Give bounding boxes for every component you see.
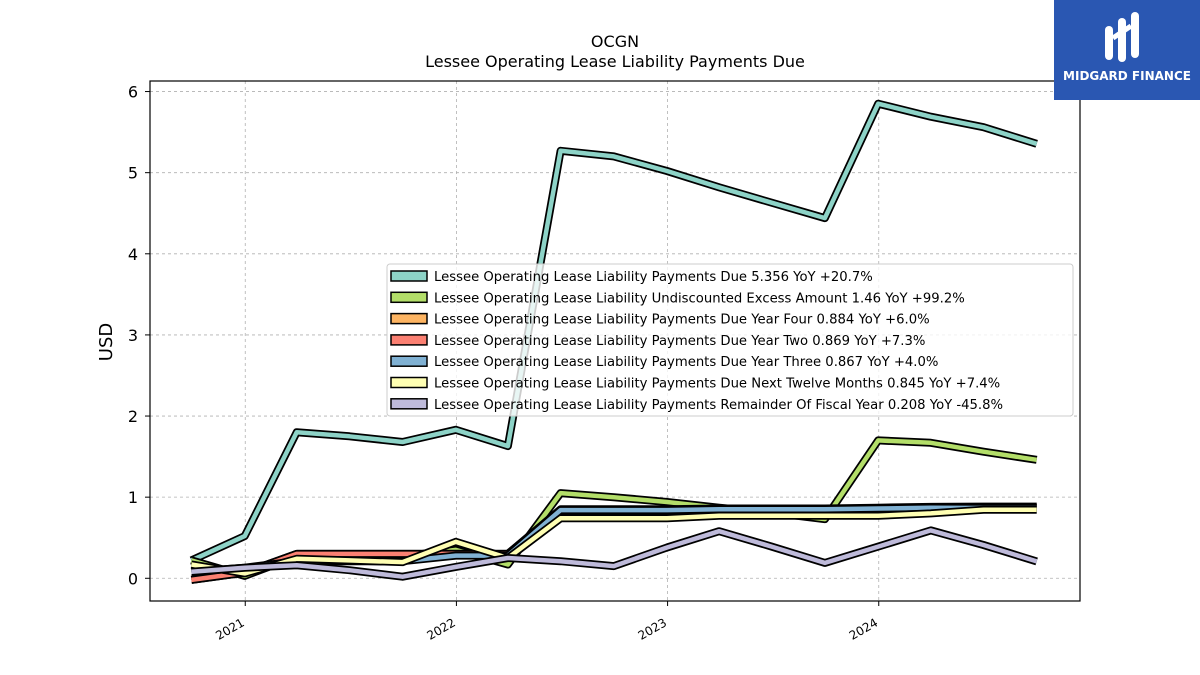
series-stroke — [190, 101, 1038, 563]
x-axis-ticks: 2021 2022 2023 2024 — [213, 601, 880, 643]
legend-entry: Lessee Operating Lease Liability Payment… — [434, 313, 930, 328]
x-tick-label: 2022 — [424, 615, 457, 642]
series-stroke — [191, 528, 1038, 579]
y-tick-label: 4 — [128, 245, 138, 264]
legend-swatch — [390, 291, 428, 304]
legend: Lessee Operating Lease Liability Payment… — [386, 263, 1074, 417]
y-tick-label: 1 — [128, 488, 138, 507]
chart-subtitle: Lessee Operating Lease Liability Payment… — [425, 52, 805, 71]
x-tick-label: 2021 — [213, 615, 246, 642]
legend-swatch — [390, 355, 428, 367]
series-stroke — [191, 507, 1037, 576]
legend-entry: Lessee Operating Lease Liability Undisco… — [434, 291, 965, 306]
y-tick-label: 2 — [128, 407, 138, 426]
y-tick-label: 3 — [128, 326, 138, 345]
legend-entry: Lessee Operating Lease Liability Payment… — [434, 355, 938, 370]
series-line-6 — [190, 505, 1037, 578]
series-line-1 — [189, 99, 1038, 565]
legend-entry: Lessee Operating Lease Liability Payment… — [434, 270, 873, 285]
series-line-7 — [191, 526, 1038, 581]
legend-box — [386, 263, 1074, 417]
x-tick-label: 2024 — [847, 615, 880, 642]
brand-name: MIDGARD FINANCE — [1063, 69, 1191, 83]
legend-entry: Lessee Operating Lease Liability Payment… — [434, 377, 1000, 392]
legend-entry: Lessee Operating Lease Liability Payment… — [434, 334, 925, 349]
plot-frame — [149, 80, 1081, 602]
midgard-finance-logo: MIDGARD FINANCE — [1054, 0, 1200, 100]
y-tick-label: 6 — [128, 83, 138, 102]
y-tick-label: 0 — [128, 569, 138, 588]
x-tick-label: 2023 — [636, 615, 669, 642]
legend-swatch — [390, 376, 428, 389]
series-lines — [189, 99, 1038, 584]
y-axis-label: USD — [96, 323, 117, 361]
legend-entry: Lessee Operating Lease Liability Payment… — [434, 398, 1003, 413]
legend-swatch — [390, 398, 428, 410]
midgard-logo-icon — [1105, 12, 1139, 62]
chart-title: OCGN — [591, 32, 639, 51]
y-tick-label: 5 — [128, 164, 138, 183]
legend-swatch — [390, 334, 428, 346]
legend-swatch — [390, 270, 428, 282]
y-axis-ticks: 0 1 2 3 4 5 6 — [128, 83, 150, 588]
legend-swatch — [390, 312, 428, 325]
